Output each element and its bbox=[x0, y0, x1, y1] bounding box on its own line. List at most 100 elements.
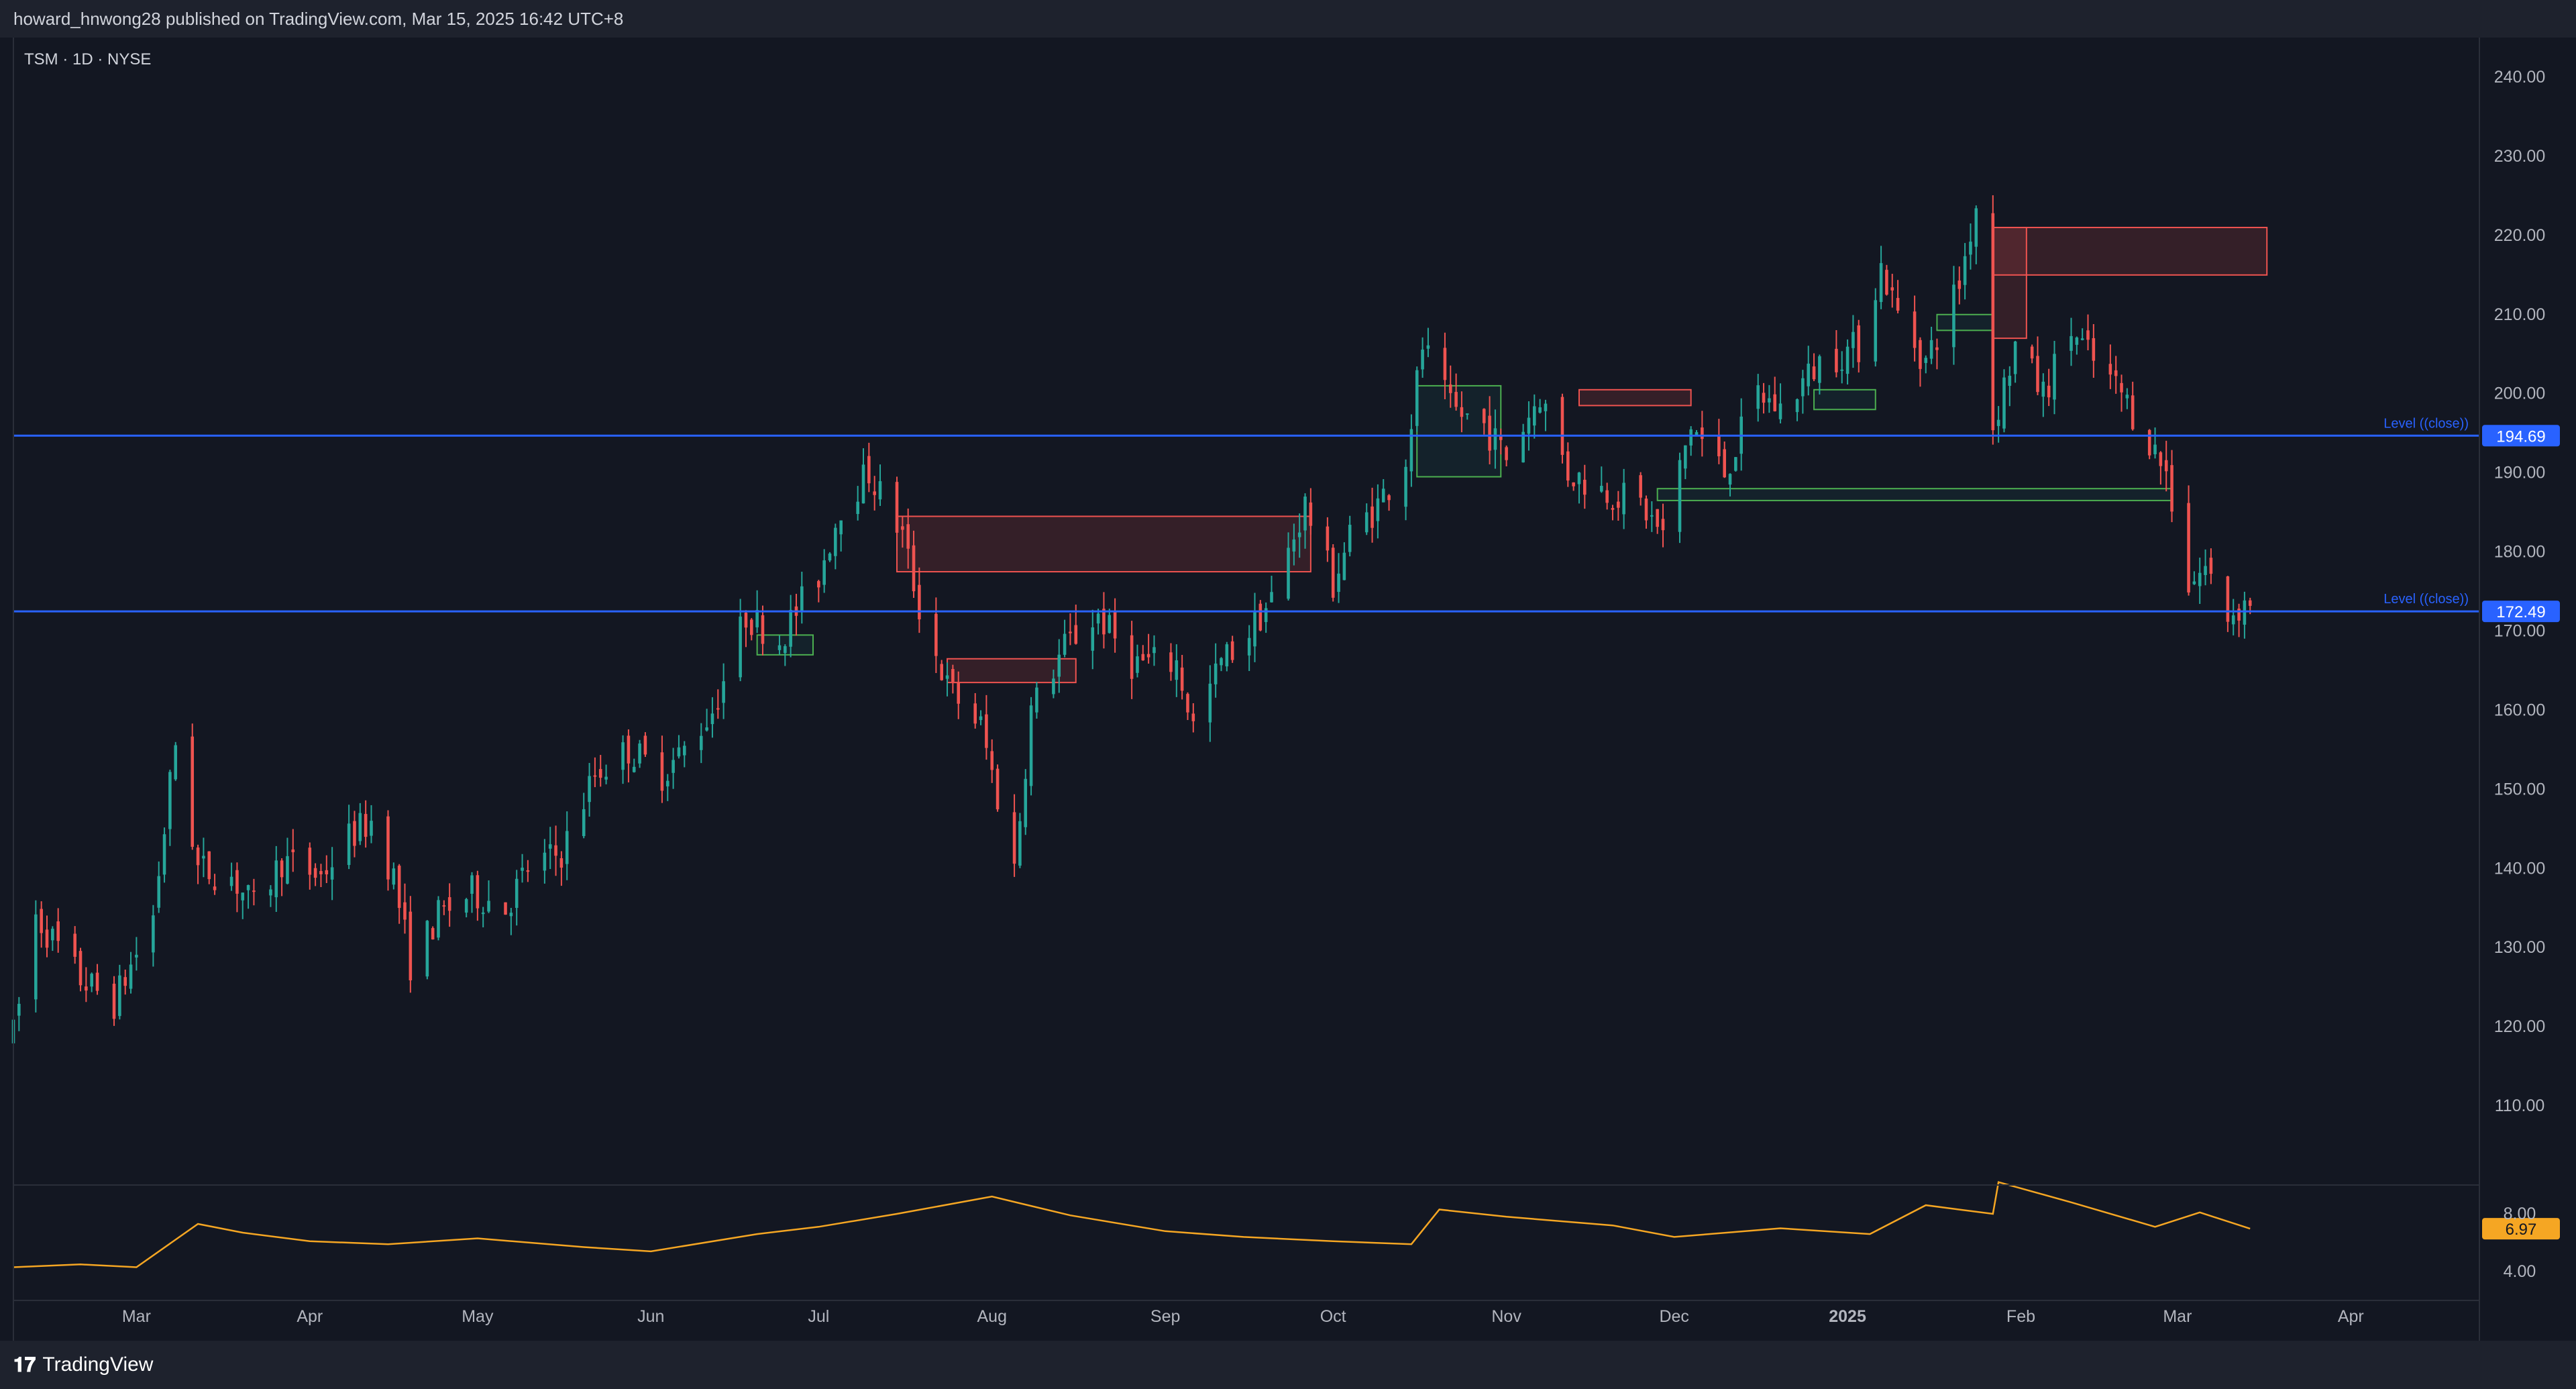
candle-body bbox=[1448, 384, 1452, 393]
y-tick-label: 240.00 bbox=[2494, 68, 2545, 87]
candle-body bbox=[2036, 356, 2039, 393]
candle-body bbox=[1309, 502, 1313, 526]
candle-body bbox=[979, 716, 983, 721]
level-value-label: 194.69 bbox=[2496, 427, 2545, 446]
candle-body bbox=[364, 814, 368, 837]
candle-body bbox=[621, 742, 625, 770]
candle-body bbox=[2114, 370, 2118, 376]
candle-body bbox=[1885, 270, 1888, 295]
candle-body bbox=[677, 747, 681, 757]
candle-body bbox=[235, 870, 239, 894]
y-tick-label: 230.00 bbox=[2494, 147, 2545, 166]
candle-body bbox=[1364, 512, 1368, 533]
candle-body bbox=[934, 613, 938, 656]
x-tick-label: Feb bbox=[2006, 1307, 2035, 1326]
candle-body bbox=[1230, 641, 1234, 660]
candle-body bbox=[95, 972, 99, 991]
candle-body bbox=[1465, 413, 1469, 415]
candle-body bbox=[409, 911, 413, 980]
x-tick-label: Aug bbox=[977, 1307, 1006, 1326]
candle-body bbox=[1879, 263, 1883, 303]
candle-body bbox=[906, 524, 910, 549]
candle-body bbox=[358, 813, 362, 841]
candle-body bbox=[1957, 280, 1962, 289]
price-chart[interactable]: Level ((close)) 194.69 Level ((close)) 172.… bbox=[0, 38, 2576, 1341]
candle-body bbox=[588, 776, 591, 803]
candle-body bbox=[1052, 678, 1055, 694]
candle-body bbox=[1583, 479, 1587, 495]
x-tick-label: Apr bbox=[297, 1307, 323, 1326]
candle-body bbox=[1091, 627, 1095, 651]
candle-body bbox=[1857, 325, 1861, 362]
candle-body bbox=[2013, 342, 2017, 374]
candle-body bbox=[1348, 525, 1352, 552]
candle-body bbox=[1773, 394, 1777, 411]
candle-body bbox=[1644, 499, 1648, 521]
candle-body bbox=[565, 831, 569, 864]
candle-body bbox=[330, 867, 334, 880]
candle-body bbox=[509, 913, 513, 917]
candle-body bbox=[1443, 348, 1447, 380]
candle-body bbox=[2159, 452, 2163, 466]
candle-body bbox=[447, 897, 451, 911]
candle-body bbox=[722, 681, 725, 703]
candle-body bbox=[487, 901, 490, 912]
candle-body bbox=[1371, 506, 1374, 528]
candle-body bbox=[2237, 609, 2241, 621]
x-tick-label: Oct bbox=[1320, 1307, 1346, 1326]
candle-body bbox=[353, 821, 356, 846]
candle-body bbox=[2080, 338, 2084, 340]
candle-body bbox=[1795, 399, 1799, 413]
candle-body bbox=[744, 613, 748, 628]
candle-body bbox=[1969, 242, 1972, 255]
candle-body bbox=[1460, 407, 1464, 417]
candle-body bbox=[627, 735, 631, 764]
y-tick-label: 130.00 bbox=[2494, 938, 2545, 957]
candle-body bbox=[918, 584, 921, 619]
candle-body bbox=[1331, 548, 1335, 598]
y-tick-label: 120.00 bbox=[2494, 1017, 2545, 1036]
candle-body bbox=[2053, 354, 2056, 400]
candle-body bbox=[660, 752, 664, 791]
candle-body bbox=[1287, 548, 1290, 599]
candle-body bbox=[1488, 415, 1491, 451]
candle-body bbox=[274, 860, 278, 898]
candle-body bbox=[593, 775, 597, 777]
candle-body bbox=[817, 580, 820, 588]
x-tick-label: Dec bbox=[1659, 1307, 1688, 1326]
candle-body bbox=[397, 866, 401, 909]
candle-body bbox=[504, 902, 507, 915]
candle-body bbox=[604, 776, 608, 780]
level-name: Level ((close)) bbox=[2383, 592, 2469, 607]
candle-body bbox=[34, 914, 38, 1000]
bearish-zone bbox=[1992, 227, 2027, 340]
candle-body bbox=[135, 954, 138, 958]
candle-body bbox=[2131, 395, 2135, 429]
candle-body bbox=[1678, 460, 1682, 532]
bullish-zone bbox=[1813, 389, 1876, 411]
x-tick-label: Jul bbox=[808, 1307, 829, 1326]
vol-tick-label: 8.00 bbox=[2504, 1204, 2536, 1223]
y-tick-label: 110.00 bbox=[2495, 1096, 2545, 1115]
candle-body bbox=[1415, 370, 1419, 426]
candle-body bbox=[78, 951, 83, 986]
candle-body bbox=[1991, 213, 1995, 431]
candle-body bbox=[2030, 346, 2034, 359]
candle-body bbox=[2209, 558, 2213, 574]
candle-body bbox=[543, 852, 547, 871]
bearish-zone bbox=[947, 658, 1077, 684]
candle-body bbox=[286, 856, 289, 884]
published-line: howard_hnwong28 published on TradingView… bbox=[13, 8, 624, 29]
candle-body bbox=[90, 974, 93, 987]
candle-body bbox=[1264, 608, 1268, 623]
candle-body bbox=[1482, 409, 1486, 423]
candle-body bbox=[699, 735, 703, 750]
candle-body bbox=[990, 751, 994, 770]
tradingview-brand[interactable]: 𝟏𝟕 TradingView bbox=[13, 1353, 153, 1377]
candle-body bbox=[174, 745, 178, 780]
candle-body bbox=[1404, 466, 1407, 507]
candle-body bbox=[784, 646, 787, 654]
bullish-zone bbox=[1656, 488, 2173, 501]
candle-body bbox=[213, 886, 217, 890]
candle-body bbox=[386, 816, 390, 880]
